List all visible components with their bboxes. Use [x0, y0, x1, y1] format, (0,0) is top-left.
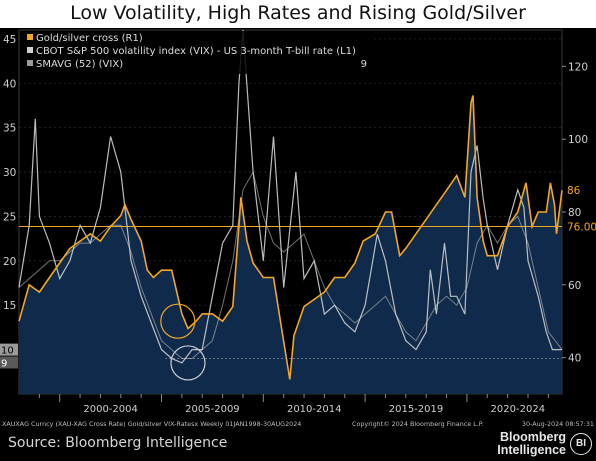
- annotation-circle: [160, 303, 196, 339]
- smavg-line: [18, 170, 563, 359]
- right-tick-label: 120: [568, 61, 588, 73]
- source-text: Source: Bloomberg Intelligence: [8, 435, 228, 451]
- reference-value-label-bg: [564, 219, 596, 234]
- right-tick-label: 100: [568, 134, 588, 146]
- gold-silver-last-value-bg: [564, 183, 596, 198]
- legend-label: Gold/silver cross (R1): [36, 33, 143, 44]
- chart-title: Low Volatility, High Rates and Rising Go…: [70, 2, 526, 24]
- legend-marker: [27, 60, 33, 66]
- bloomberg-intelligence-logo: Bloomberg Intelligence: [497, 431, 566, 457]
- meta-center: Copyright© 2024 Bloomberg Finance L.P.: [352, 420, 484, 428]
- x-tick-label: 2020-2024: [491, 404, 546, 415]
- x-tick-label: 2005-2009: [185, 404, 240, 415]
- left-tick-label: 45: [3, 34, 16, 46]
- legend-marker: [27, 34, 33, 40]
- right-tick-label: 60: [568, 280, 581, 292]
- chart-svg: 10 15 20 25 30 35 40 45 40 60 80 100 120 2000-2004 200…: [0, 29, 596, 428]
- right-tick-label: 40: [568, 353, 581, 365]
- left-tick-label: 20: [3, 256, 16, 268]
- vix-last-value: 10: [1, 346, 14, 357]
- left-tick-label: 40: [3, 78, 16, 90]
- left-tick-label: 30: [3, 167, 16, 179]
- meta-right: 30-Aug-2024 08:57:31: [522, 420, 594, 428]
- left-tick-label: 35: [3, 123, 16, 135]
- legend-label: SMAVG (52) (VIX): [36, 59, 123, 70]
- annotation-circle: [170, 345, 206, 381]
- gold-silver-line: [18, 95, 563, 380]
- footer: Source: Bloomberg Intelligence Bloomberg…: [0, 428, 596, 461]
- legend-box: [23, 31, 373, 74]
- x-tick-label: 2000-2004: [83, 404, 138, 415]
- x-tick-label: 2010-2014: [287, 404, 342, 415]
- right-tick-label: 80: [568, 207, 581, 219]
- meta-left: XAUXAG Curncy (XAU-XAG Cross Rate) Gold/…: [2, 420, 301, 428]
- x-tick-label: 2015-2019: [389, 404, 444, 415]
- smavg-last-value: 9: [1, 358, 7, 369]
- left-tick-label: 15: [3, 300, 16, 312]
- legend-label: CBOT S&P 500 volatility index (VIX) - US…: [36, 46, 356, 57]
- gold-silver-last-value: 86: [567, 185, 581, 197]
- gold-silver-area: [19, 95, 562, 394]
- left-tick-label: 25: [3, 211, 16, 223]
- bi-badge-icon: BI: [570, 433, 592, 455]
- legend-value: 9: [361, 59, 367, 70]
- chart-area: 10 15 20 25 30 35 40 45 40 60 80 100 120 2000-2004 200…: [0, 28, 596, 432]
- logo-line-1: Bloomberg: [500, 430, 566, 444]
- reference-value-label: 76.00: [567, 222, 596, 234]
- logo-line-2: Intelligence: [497, 443, 566, 457]
- vix-line: [18, 29, 562, 364]
- vix-last-value-bg: [0, 343, 18, 356]
- smavg-last-value-bg: [0, 356, 18, 369]
- legend-marker: [27, 47, 33, 53]
